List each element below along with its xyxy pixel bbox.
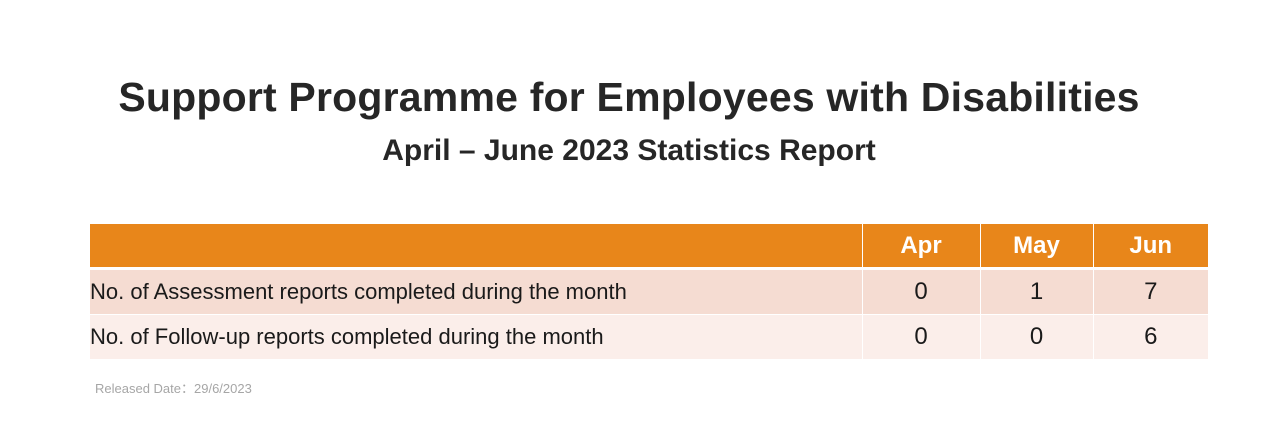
header-blank-cell xyxy=(90,224,863,270)
row-label-follow-up: No. of Follow-up reports completed durin… xyxy=(90,314,863,359)
column-header-apr: Apr xyxy=(862,224,981,270)
statistics-table: Apr May Jun No. of Assessment reports co… xyxy=(90,224,1208,359)
table-row: No. of Assessment reports completed duri… xyxy=(90,268,1208,315)
report-subtitle: April – June 2023 Statistics Report xyxy=(382,134,876,167)
report-title: Support Programme for Employees with Dis… xyxy=(118,74,1140,120)
cell-assessment-apr: 0 xyxy=(862,268,981,315)
row-label-assessment: No. of Assessment reports completed duri… xyxy=(90,268,863,315)
cell-follow-up-jun: 6 xyxy=(1093,314,1208,359)
table-row: No. of Follow-up reports completed durin… xyxy=(90,314,1208,359)
cell-assessment-jun: 7 xyxy=(1093,268,1208,315)
column-header-may: May xyxy=(980,224,1094,270)
released-date: Released Date：29/6/2023 xyxy=(95,381,252,396)
column-header-jun: Jun xyxy=(1093,224,1208,270)
cell-follow-up-may: 0 xyxy=(980,314,1094,359)
cell-follow-up-apr: 0 xyxy=(862,314,981,359)
cell-assessment-may: 1 xyxy=(980,268,1094,315)
table-header-row: Apr May Jun xyxy=(90,224,1208,270)
